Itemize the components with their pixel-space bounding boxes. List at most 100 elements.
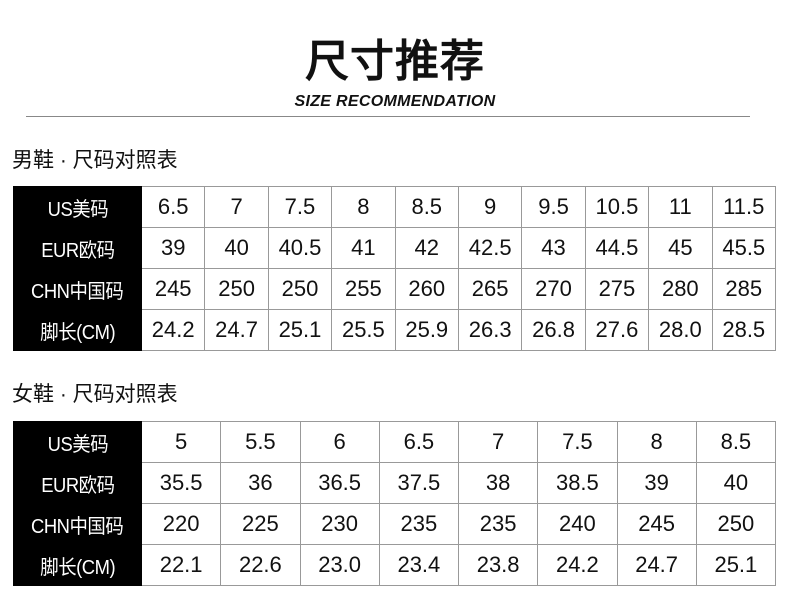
row-label-cell: 脚长(CM)	[13, 544, 142, 586]
size-cell: 45	[648, 227, 713, 269]
size-cell: 5.5	[220, 421, 301, 463]
women-section-heading: 女鞋 · 尺码对照表	[12, 383, 178, 406]
size-cell: 8	[331, 186, 396, 228]
size-cell: 39	[140, 227, 206, 269]
table-row: US美码 6.5 7 7.5 8 8.5 9 9.5 10.5 11 11.5	[13, 186, 777, 228]
size-cell: 43	[521, 227, 586, 269]
row-label-cell: US美码	[13, 421, 142, 463]
size-cell: 9.5	[521, 186, 586, 228]
size-cell: 22.6	[220, 544, 301, 586]
table-row: CHN中国码 220 225 230 235 235 240 245 250	[13, 503, 777, 545]
size-cell: 220	[140, 503, 222, 545]
size-cell: 235	[378, 503, 460, 545]
men-section-heading: 男鞋 · 尺码对照表	[12, 149, 178, 172]
row-label-cell: US美码	[13, 186, 142, 228]
size-cell: 45.5	[711, 227, 777, 269]
row-label: US美码	[47, 433, 108, 456]
size-cell: 24.7	[616, 544, 697, 586]
row-label-cell: CHN中国码	[13, 268, 142, 310]
size-cell: 24.2	[140, 309, 206, 351]
size-cell: 8.5	[695, 421, 777, 463]
size-cell: 250	[204, 268, 269, 310]
size-cell: 28.5	[711, 309, 777, 351]
size-cell: 40	[204, 227, 269, 269]
size-cell: 7	[457, 421, 539, 463]
size-cell: 28.0	[648, 309, 713, 351]
size-cell: 37.5	[378, 462, 460, 504]
size-cell: 23.4	[378, 544, 460, 586]
size-cell: 25.1	[695, 544, 777, 586]
row-label: 脚长(CM)	[40, 321, 115, 344]
size-cell: 42	[394, 227, 459, 269]
size-cell: 11	[648, 186, 713, 228]
table-row: 脚长(CM) 22.1 22.6 23.0 23.4 23.8 24.2 24.7 25.1	[13, 544, 777, 586]
size-cell: 8	[616, 421, 697, 463]
divider	[26, 116, 750, 117]
size-cell: 11.5	[711, 186, 777, 228]
size-cell: 44.5	[584, 227, 650, 269]
size-cell: 39	[616, 462, 697, 504]
page-title: 尺寸推荐	[305, 36, 485, 87]
size-cell: 6.5	[378, 421, 460, 463]
size-cell: 255	[331, 268, 396, 310]
size-cell: 25.9	[394, 309, 459, 351]
size-cell: 36	[220, 462, 301, 504]
size-cell: 26.8	[521, 309, 586, 351]
size-cell: 245	[140, 268, 206, 310]
row-label: EUR欧码	[40, 474, 115, 497]
table-row: EUR欧码 35.5 36 36.5 37.5 38 38.5 39 40	[13, 462, 777, 504]
row-label: CHN中国码	[31, 515, 124, 538]
size-cell: 35.5	[140, 462, 222, 504]
size-cell: 24.2	[537, 544, 618, 586]
size-cell: 38	[457, 462, 539, 504]
size-cell: 7.5	[537, 421, 618, 463]
size-cell: 24.7	[204, 309, 269, 351]
row-label-cell: EUR欧码	[13, 462, 142, 504]
men-size-table: US美码 6.5 7 7.5 8 8.5 9 9.5 10.5 11 11.5 EUR欧码 39 40 40…	[13, 186, 777, 351]
size-cell: 36.5	[299, 462, 380, 504]
row-label: EUR欧码	[40, 239, 115, 262]
size-cell: 245	[616, 503, 697, 545]
size-cell: 25.1	[267, 309, 333, 351]
row-label: 脚长(CM)	[40, 556, 115, 579]
table-row: EUR欧码 39 40 40.5 41 42 42.5 43 44.5 45 45.5	[13, 227, 777, 269]
size-cell: 235	[457, 503, 539, 545]
size-cell: 10.5	[584, 186, 650, 228]
row-label: CHN中国码	[31, 280, 124, 303]
size-cell: 285	[711, 268, 777, 310]
size-cell: 6	[299, 421, 380, 463]
size-cell: 7	[204, 186, 269, 228]
size-cell: 270	[521, 268, 586, 310]
size-cell: 5	[140, 421, 222, 463]
size-cell: 42.5	[457, 227, 523, 269]
size-cell: 22.1	[140, 544, 222, 586]
size-cell: 8.5	[394, 186, 459, 228]
size-cell: 230	[299, 503, 380, 545]
size-cell: 25.5	[331, 309, 396, 351]
size-cell: 41	[331, 227, 396, 269]
size-cell: 26.3	[457, 309, 523, 351]
size-cell: 250	[695, 503, 777, 545]
size-cell: 225	[220, 503, 301, 545]
row-label-cell: 脚长(CM)	[13, 309, 142, 351]
size-cell: 40	[695, 462, 777, 504]
table-row: US美码 5 5.5 6 6.5 7 7.5 8 8.5	[13, 421, 777, 463]
size-cell: 6.5	[140, 186, 206, 228]
table-row: 脚长(CM) 24.2 24.7 25.1 25.5 25.9 26.3 26.8 27.6 28…	[13, 309, 777, 351]
size-cell: 7.5	[267, 186, 333, 228]
page-subtitle: SIZE RECOMMENDATION	[294, 93, 496, 110]
size-cell: 27.6	[584, 309, 650, 351]
size-cell: 250	[267, 268, 333, 310]
size-cell: 260	[394, 268, 459, 310]
row-label-cell: CHN中国码	[13, 503, 142, 545]
size-cell: 40.5	[267, 227, 333, 269]
size-cell: 38.5	[537, 462, 618, 504]
row-label: US美码	[47, 198, 108, 221]
row-label-cell: EUR欧码	[13, 227, 142, 269]
table-row: CHN中国码 245 250 250 255 260 265 270 275 280 285	[13, 268, 777, 310]
size-cell: 275	[584, 268, 650, 310]
size-cell: 9	[457, 186, 523, 228]
size-cell: 23.0	[299, 544, 380, 586]
size-cell: 280	[648, 268, 713, 310]
